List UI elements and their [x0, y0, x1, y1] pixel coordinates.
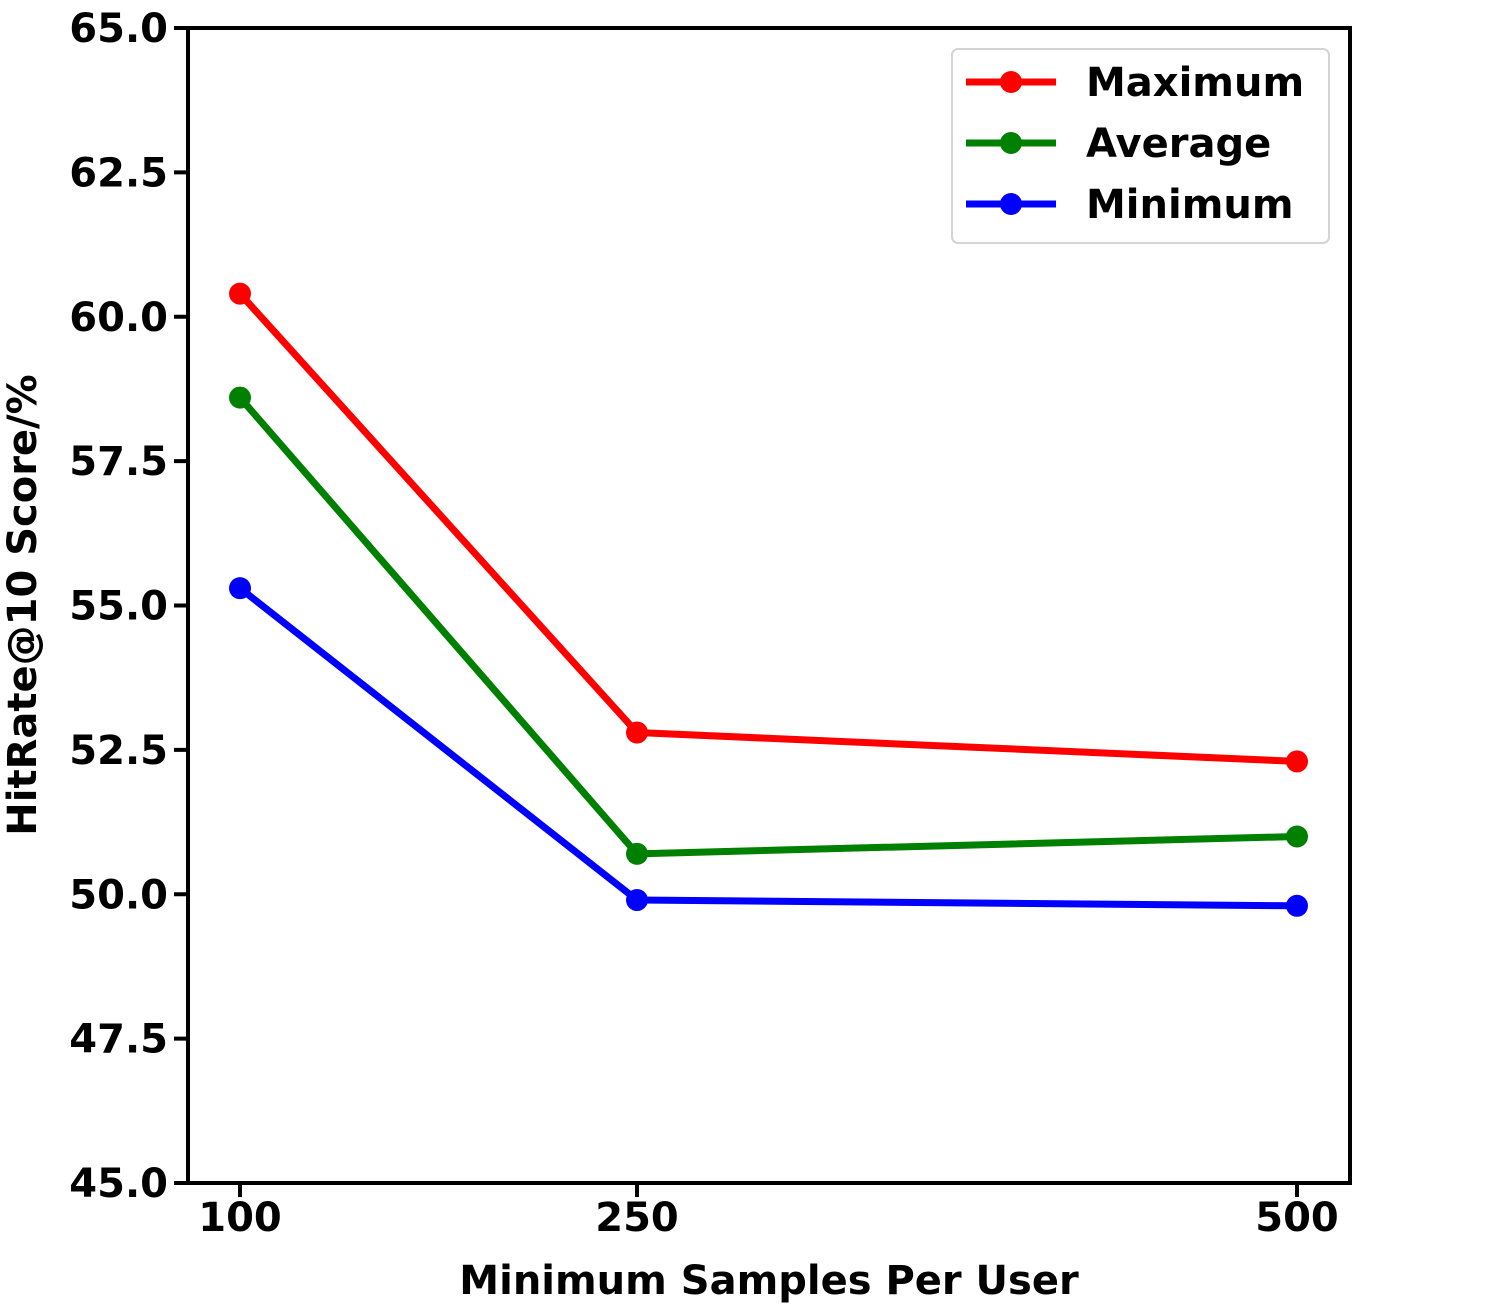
legend-marker-minimum [1000, 193, 1022, 215]
y-tick-label: 47.5 [69, 1017, 168, 1063]
data-point-minimum [1286, 894, 1308, 917]
x-axis: 100 250 500 [198, 1183, 1339, 1241]
legend: Maximum Average Minimum [951, 48, 1330, 244]
y-tick-label: 52.5 [69, 728, 168, 774]
data-point-minimum [626, 889, 648, 912]
series-line-maximum [236, 290, 1301, 765]
y-tick-label: 65.0 [69, 6, 168, 52]
legend-label-average: Average [1086, 121, 1271, 167]
y-tick-label: 62.5 [69, 150, 168, 196]
legend-label-minimum: Minimum [1086, 182, 1294, 228]
y-tick-label: 50.0 [69, 872, 168, 918]
data-point-maximum [626, 721, 648, 744]
y-axis: 45.0 47.5 50.0 52.5 55.0 57.5 60.0 62.5 65.0 [69, 6, 188, 1207]
x-tick-label: 500 [1255, 1195, 1339, 1241]
y-tick-label: 55.0 [69, 584, 168, 630]
data-point-average [229, 386, 251, 409]
data-point-minimum [229, 577, 251, 600]
data-point-maximum [1286, 750, 1308, 773]
y-tick-label: 45.0 [69, 1161, 168, 1207]
legend-marker-maximum [1000, 71, 1022, 93]
legend-label-maximum: Maximum [1086, 60, 1304, 106]
series-line-minimum [236, 584, 1301, 910]
y-axis-title: HitRate@10 Score/% [0, 374, 46, 835]
x-axis-title: Minimum Samples Per User [459, 1258, 1079, 1304]
legend-box [951, 48, 1330, 244]
y-tick-label: 60.0 [69, 295, 168, 341]
data-point-average [1286, 825, 1308, 848]
legend-marker-average [1000, 132, 1022, 154]
x-tick-label: 100 [198, 1195, 282, 1241]
x-tick-label: 250 [595, 1195, 679, 1241]
data-point-average [626, 842, 648, 865]
plot-area [229, 282, 1308, 917]
y-tick-label: 57.5 [69, 439, 168, 485]
data-point-maximum [229, 282, 251, 305]
